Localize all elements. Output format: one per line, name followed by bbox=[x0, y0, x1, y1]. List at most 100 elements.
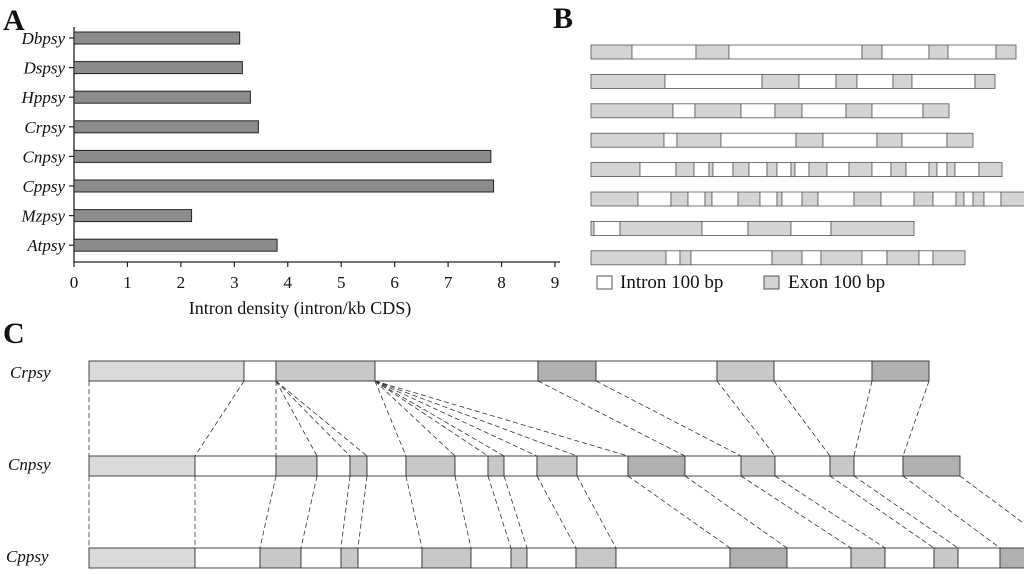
alignment-link bbox=[959, 475, 1024, 525]
x-tick-label: 4 bbox=[284, 273, 293, 292]
alignment-link bbox=[503, 475, 528, 549]
intron-block bbox=[470, 547, 512, 569]
exon-block bbox=[695, 44, 730, 60]
exon-block bbox=[737, 191, 761, 207]
intron-block bbox=[663, 132, 678, 148]
intron-block bbox=[947, 44, 997, 60]
alignment-link bbox=[537, 380, 686, 457]
intron-block bbox=[776, 162, 792, 178]
alignment-link bbox=[716, 380, 776, 457]
intron-block bbox=[853, 455, 904, 477]
intron-block bbox=[615, 547, 731, 569]
exon-block bbox=[88, 455, 196, 477]
x-tick-label: 1 bbox=[123, 273, 132, 292]
exon-block bbox=[946, 132, 974, 148]
alignment-link bbox=[259, 475, 277, 549]
alignment-link bbox=[374, 380, 538, 457]
bar-mzpsy bbox=[73, 209, 193, 223]
exon-block bbox=[590, 162, 641, 178]
exon-block bbox=[955, 191, 965, 207]
intron-block bbox=[881, 44, 930, 60]
alignment-link bbox=[300, 475, 318, 549]
exon-block bbox=[774, 103, 803, 119]
intron-block bbox=[701, 220, 749, 236]
exon-block bbox=[590, 74, 666, 89]
intron-block bbox=[637, 191, 672, 207]
intron-block bbox=[720, 132, 797, 148]
intron-block bbox=[194, 455, 277, 477]
category-label: Cnpsy bbox=[23, 147, 66, 166]
exon-block bbox=[590, 44, 633, 60]
bar-atpsy bbox=[73, 238, 278, 252]
intron-block bbox=[871, 162, 892, 178]
exon-block bbox=[421, 547, 472, 569]
exon-block bbox=[902, 455, 961, 477]
x-tick-label: 8 bbox=[497, 273, 506, 292]
exon-block bbox=[766, 162, 778, 178]
exon-block bbox=[575, 547, 617, 569]
exon-block bbox=[890, 162, 907, 178]
intron-legend-label: Intron 100 bp bbox=[620, 272, 723, 293]
panel-b-label: B bbox=[553, 2, 573, 35]
alignment-link bbox=[405, 475, 423, 549]
exon-legend-label: Exon 100 bp bbox=[788, 272, 885, 293]
category-label: Cppsy bbox=[23, 177, 66, 196]
exon-block bbox=[913, 191, 934, 207]
exon-block bbox=[974, 74, 996, 89]
exon-block bbox=[716, 360, 775, 382]
intron-block bbox=[665, 250, 681, 266]
exon-block bbox=[995, 44, 1017, 60]
bar-dspsy bbox=[73, 61, 243, 75]
intron-block bbox=[711, 191, 739, 207]
x-tick-label: 9 bbox=[551, 273, 560, 292]
intron-block bbox=[911, 74, 976, 89]
intron-block bbox=[918, 250, 934, 266]
exon-block bbox=[619, 220, 703, 236]
alignment-link bbox=[774, 475, 886, 549]
alignment-link bbox=[194, 380, 245, 457]
category-label: Crpsy bbox=[24, 118, 65, 137]
exon-block bbox=[922, 103, 950, 119]
intron-block bbox=[794, 162, 810, 178]
alignment-link bbox=[576, 475, 617, 549]
x-tick-label: 7 bbox=[444, 273, 453, 292]
exon-block bbox=[820, 250, 863, 266]
intron-block bbox=[801, 250, 822, 266]
intron-block bbox=[781, 191, 803, 207]
intron-block bbox=[374, 360, 539, 382]
intron-block bbox=[790, 220, 832, 236]
intron-block bbox=[728, 44, 863, 60]
intron-block bbox=[936, 162, 948, 178]
panel-a-bar-chart: Dbpsy Dspsy Hppsy Crpsy Cnpsy Cppsy Mzpsy Atpsy… bbox=[21, 27, 560, 319]
exon-block bbox=[487, 455, 505, 477]
exon-block bbox=[536, 455, 578, 477]
alignment-link bbox=[340, 475, 351, 549]
x-tick-label: 2 bbox=[177, 273, 186, 292]
exon-block bbox=[259, 547, 302, 569]
exon-block bbox=[510, 547, 528, 569]
intron-block bbox=[366, 455, 407, 477]
exon-block bbox=[928, 162, 938, 178]
alignment-link bbox=[374, 380, 407, 457]
bar-cnpsy bbox=[73, 149, 492, 163]
intron-block bbox=[639, 162, 677, 178]
panel-b-gene-structures: Intron 100 bp Exon 100 bp bbox=[590, 44, 1024, 293]
category-label: Mzpsy bbox=[21, 207, 66, 226]
exon-block bbox=[830, 220, 915, 236]
exon-block bbox=[590, 250, 667, 266]
row-label-cnpsy: Cnpsy bbox=[8, 455, 51, 474]
alignment-link bbox=[829, 475, 935, 549]
exon-block bbox=[790, 162, 796, 178]
exon-block bbox=[933, 547, 959, 569]
exon-block bbox=[747, 220, 792, 236]
intron-block bbox=[822, 132, 878, 148]
exon-legend-swatch bbox=[763, 275, 780, 290]
alignment-link bbox=[275, 380, 351, 457]
intron-block bbox=[503, 455, 538, 477]
intron-block bbox=[856, 74, 894, 89]
intron-block bbox=[884, 547, 935, 569]
alignment-link bbox=[374, 380, 505, 457]
intron-block bbox=[194, 547, 261, 569]
category-label: Hppsy bbox=[21, 88, 66, 107]
